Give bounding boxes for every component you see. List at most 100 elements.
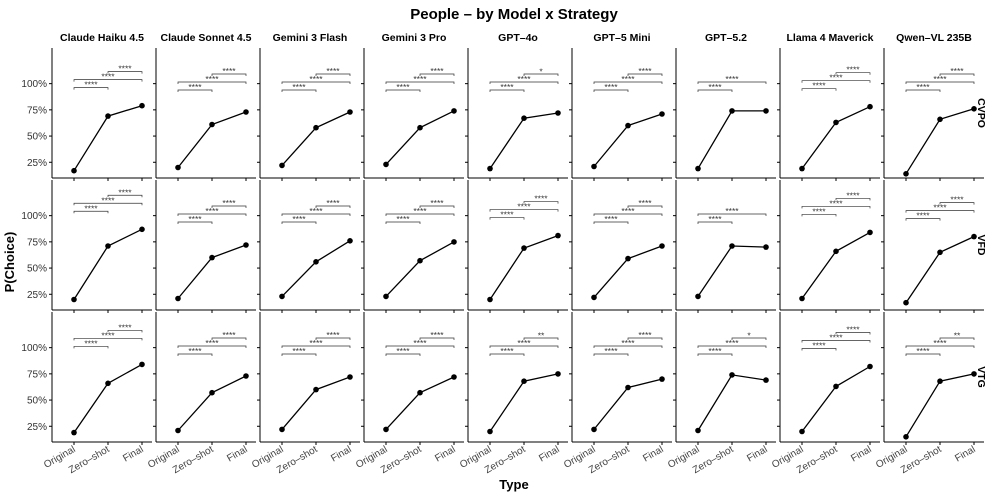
significance-label: **** — [725, 206, 739, 216]
data-point-final — [659, 111, 665, 117]
significance-label: **** — [604, 82, 618, 92]
data-point-final — [139, 226, 145, 233]
data-point-zero-shot — [833, 383, 839, 390]
data-point-final — [451, 374, 457, 380]
significance-label: **** — [500, 82, 514, 92]
panel-claude-haiku-4-5-vtg: 25%50%75%100% ************OriginalZero–sh… — [21, 312, 152, 476]
x-tick-label-final: Final — [329, 444, 353, 464]
data-point-zero-shot — [729, 108, 735, 114]
significance-bracket — [697, 81, 767, 84]
data-point-zero-shot — [833, 248, 839, 255]
facet-label-llama-4-maverick: Llama 4 Maverick — [787, 32, 874, 44]
significance-label: **** — [396, 346, 410, 356]
panel-grid: Claude Haiku 4.525%50%75%100% ***********… — [21, 32, 987, 476]
significance-bracket — [177, 221, 213, 224]
data-point-zero-shot — [521, 245, 527, 251]
data-point-final — [971, 106, 977, 112]
significance-bracket — [281, 221, 317, 224]
x-tick-label-final: Final — [537, 444, 561, 464]
significance-bracket — [281, 353, 317, 356]
significance-bracket — [385, 345, 455, 348]
significance-bracket — [939, 73, 975, 76]
significance-label: **** — [292, 346, 306, 356]
significance-label: **** — [205, 74, 219, 84]
data-point-zero-shot — [625, 122, 631, 129]
panel-llama-4-maverick-vfd: ************ — [777, 180, 880, 313]
significance-bracket — [593, 221, 629, 224]
facet-label-qwen-vl-235b: Qwen–VL 235B — [896, 32, 972, 44]
data-point-original — [175, 164, 181, 171]
y-tick-label: 50% — [27, 132, 47, 143]
panel-gemini-3-pro-vfd: ************ — [361, 180, 464, 313]
significance-bracket — [697, 221, 733, 224]
data-point-zero-shot — [313, 124, 319, 131]
significance-label: **** — [326, 66, 340, 76]
data-point-original — [591, 426, 597, 433]
significance-bracket — [177, 81, 247, 84]
panel-gpt-5-mini-cvpo: ************ — [569, 48, 672, 181]
data-point-zero-shot — [313, 259, 319, 265]
significance-label: **** — [188, 346, 202, 356]
series-line — [801, 106, 871, 169]
panel-gemini-3-flash-vfd: ************ — [257, 180, 360, 313]
significance-label: ** — [954, 331, 961, 341]
significance-label: **** — [708, 214, 722, 224]
significance-label: **** — [517, 202, 531, 212]
panel-gpt-5-2-cvpo: ******** — [673, 48, 776, 181]
significance-bracket — [385, 221, 421, 224]
data-point-zero-shot — [521, 115, 527, 121]
significance-bracket — [177, 353, 213, 356]
significance-bracket — [801, 340, 871, 343]
significance-bracket — [315, 205, 351, 208]
significance-bracket — [73, 202, 143, 206]
data-point-final — [139, 361, 145, 368]
significance-label: **** — [396, 214, 410, 224]
panel-gpt-4o-vfd: ************ — [465, 180, 568, 313]
significance-label: **** — [413, 206, 427, 216]
facet-label-gpt-5-mini: GPT–5 Mini — [593, 32, 650, 44]
significance-bracket — [419, 337, 455, 340]
data-point-zero-shot — [105, 380, 111, 387]
significance-bracket — [73, 346, 109, 349]
panel-claude-haiku-4-5-cvpo: 25%50%75%100% ************ — [21, 48, 152, 181]
data-point-zero-shot — [417, 389, 423, 396]
significance-bracket — [211, 337, 247, 340]
y-tick-label: 50% — [27, 264, 47, 275]
significance-bracket — [627, 205, 663, 208]
data-point-final — [763, 244, 769, 250]
significance-bracket — [697, 89, 733, 92]
significance-bracket — [73, 338, 143, 341]
significance-label: **** — [916, 211, 930, 221]
data-point-zero-shot — [521, 378, 527, 385]
significance-label: **** — [534, 194, 548, 204]
series-line — [697, 374, 767, 431]
series-line — [177, 375, 247, 431]
panel-qwen-vl-235b-cvpo: ************ — [881, 48, 984, 181]
series-line — [489, 234, 559, 300]
significance-label: **** — [101, 72, 115, 82]
x-tick-label-final: Final — [433, 444, 457, 464]
facet-label-cvpo: CVPO — [975, 98, 987, 128]
significance-label: **** — [101, 330, 115, 340]
significance-label: **** — [916, 346, 930, 356]
facet-label-claude-sonnet-4-5: Claude Sonnet 4.5 — [160, 32, 251, 44]
x-tick-label-final: Final — [849, 444, 873, 464]
significance-bracket — [905, 345, 975, 348]
significance-label: **** — [829, 198, 843, 208]
significance-label: **** — [413, 338, 427, 348]
data-point-zero-shot — [625, 384, 631, 391]
data-point-original — [175, 427, 181, 434]
y-tick-label: 75% — [27, 105, 47, 116]
significance-bracket — [489, 209, 559, 212]
significance-label: **** — [916, 82, 930, 92]
data-point-original — [695, 427, 701, 434]
facet-label-gemini-3-flash: Gemini 3 Flash — [273, 32, 348, 44]
significance-bracket — [315, 73, 351, 76]
data-point-original — [591, 294, 597, 301]
significance-bracket — [835, 332, 871, 335]
significance-bracket — [177, 89, 213, 92]
significance-label: **** — [517, 338, 531, 348]
